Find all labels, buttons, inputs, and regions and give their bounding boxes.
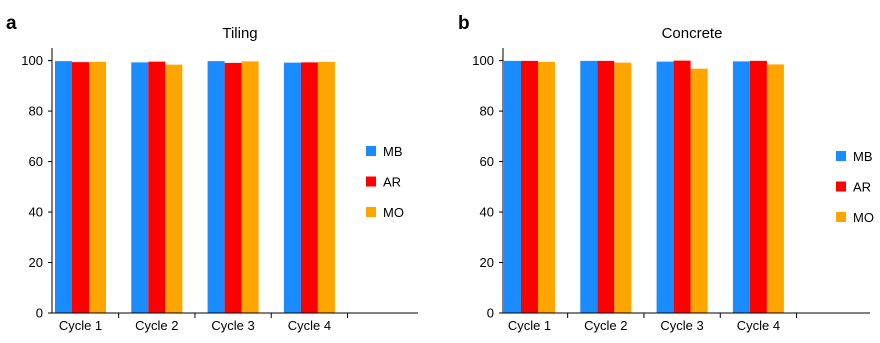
panel-a-title: Tiling	[222, 25, 257, 42]
y-tick-label: 60	[29, 154, 43, 169]
bar-ar-cycle-3	[224, 62, 242, 314]
bar-ar-cycle-1	[72, 62, 89, 314]
x-tick-label: Cycle 1	[59, 318, 102, 333]
y-tick-label: 20	[29, 255, 43, 270]
y-tick-label: 40	[29, 205, 43, 220]
bar-ar-cycle-1	[521, 60, 538, 313]
x-tick-label: Cycle 3	[211, 318, 254, 333]
x-tick-label: Cycle 4	[737, 318, 780, 333]
bar-mb-cycle-4	[283, 62, 301, 314]
y-tick-label: 100	[21, 53, 43, 68]
legend-label-ar: AR	[383, 175, 401, 190]
bar-mb-cycle-1	[504, 60, 521, 313]
x-tick-label: Cycle 1	[508, 318, 551, 333]
y-tick-label: 60	[480, 154, 494, 169]
bar-mo-cycle-3	[241, 61, 259, 313]
panel-b-concrete-chart: b Concrete Cycle 1 Cycle 2 Cycle 3 Cycle 4 0…	[458, 13, 874, 333]
bar-mb-cycle-2	[131, 62, 149, 314]
legend-label-mo: MO	[853, 210, 874, 225]
legend-swatch-mo	[366, 207, 376, 217]
bar-mo-cycle-1	[89, 61, 106, 313]
bar-ar-cycle-3	[673, 60, 691, 313]
bar-ar-cycle-4	[300, 62, 318, 314]
x-tick-label: Cycle 2	[584, 318, 627, 333]
legend-label-mb: MB	[853, 149, 873, 164]
legend-swatch-mo	[836, 212, 846, 222]
legend-label-ar: AR	[853, 180, 871, 195]
legend-swatch-mb	[366, 146, 376, 156]
bar-mo-cycle-3	[690, 68, 708, 313]
y-tick-label: 0	[487, 306, 494, 321]
y-tick-label: 0	[36, 306, 43, 321]
legend-swatch-mb	[836, 151, 846, 161]
legend-swatch-ar	[836, 181, 846, 192]
legend-label-mo: MO	[383, 205, 404, 220]
bar-mb-cycle-1	[55, 61, 72, 313]
y-tick-label: 100	[472, 53, 494, 68]
panel-a-letter: a	[6, 13, 17, 34]
panel-a-tiling-chart: a Tiling Cycle 1 Cycle 2 Cycle 3 Cycle 4 0 20…	[6, 13, 418, 333]
legend-label-mb: MB	[383, 144, 403, 159]
x-tick-label: Cycle 2	[135, 318, 178, 333]
bar-mb-cycle-3	[656, 61, 674, 313]
bar-mo-cycle-4	[317, 61, 335, 313]
y-tick-label: 80	[29, 104, 43, 119]
panel-b-title: Concrete	[662, 25, 723, 42]
bar-mb-cycle-2	[580, 60, 598, 313]
bar-mo-cycle-1	[538, 61, 555, 313]
y-tick-label: 80	[480, 104, 494, 119]
bar-ar-cycle-2	[148, 61, 166, 313]
bar-mo-cycle-4	[766, 64, 784, 314]
x-tick-label: Cycle 3	[660, 318, 703, 333]
bar-ar-cycle-4	[749, 60, 767, 313]
y-tick-label: 20	[480, 255, 494, 270]
bar-mo-cycle-2	[165, 64, 183, 314]
legend-swatch-ar	[366, 176, 376, 187]
bar-mb-cycle-3	[207, 61, 225, 313]
y-tick-label: 40	[480, 205, 494, 220]
x-tick-label: Cycle 4	[288, 318, 331, 333]
bar-mo-cycle-2	[614, 62, 632, 314]
bar-ar-cycle-2	[597, 60, 615, 313]
panel-b-letter: b	[458, 13, 470, 34]
bar-mb-cycle-4	[732, 61, 750, 313]
